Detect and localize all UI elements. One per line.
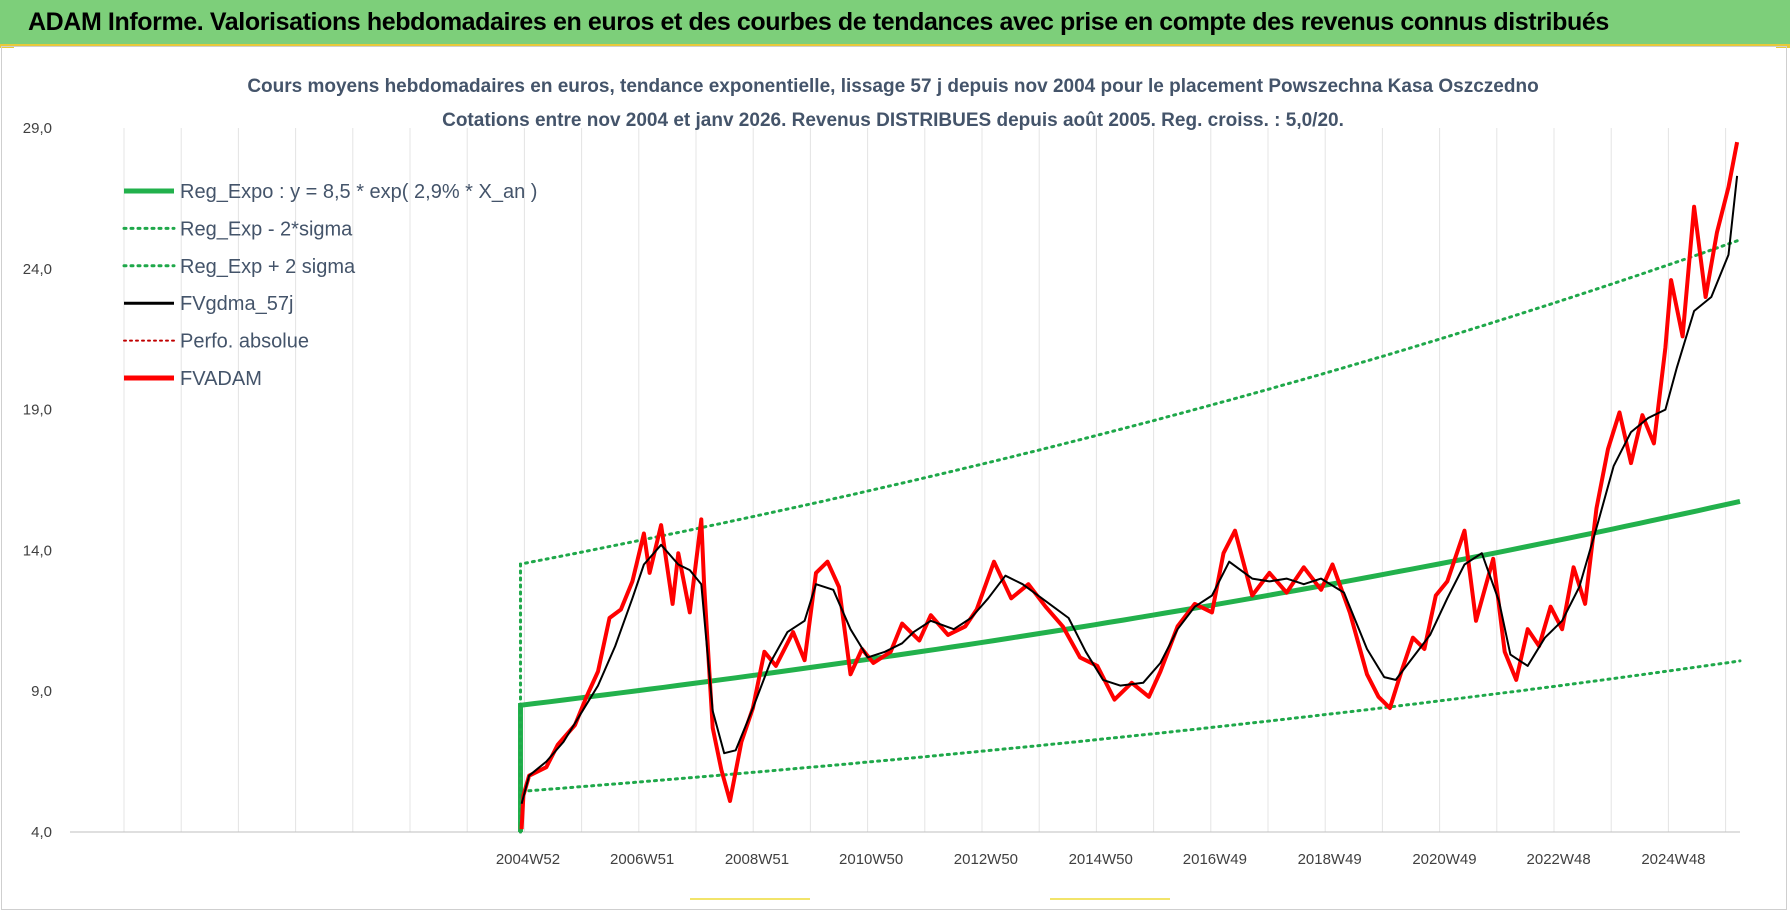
x-tick-label: 2018W49	[1298, 851, 1362, 868]
y-tick-label: 14,0	[23, 542, 52, 559]
legend-reg-expo: Reg_Expo : y = 8,5 * exp( 2,9% * X_an )	[180, 181, 537, 203]
legend-fvgdma-57j: FVgdma_57j	[180, 293, 293, 315]
plot-area	[518, 141, 1742, 834]
series-reg-minus-2sigma	[519, 659, 1742, 834]
legend-fvadam: FVADAM	[180, 368, 262, 390]
bottom-mark	[1050, 898, 1170, 900]
series-reg-plus-2sigma	[519, 238, 1742, 834]
x-tick-label: 2012W50	[954, 851, 1018, 868]
chart-title: Cours moyens hebdomadaires en euros, ten…	[247, 76, 1538, 97]
y-tick-label: 4,0	[31, 824, 52, 841]
x-tick-label: 2014W50	[1069, 851, 1133, 868]
chart-subtitle: Cotations entre nov 2004 et janv 2026. R…	[442, 110, 1344, 131]
y-tick-label: 9,0	[31, 683, 52, 700]
x-tick-label: 2016W49	[1183, 851, 1247, 868]
series-fvadam	[519, 141, 1740, 830]
x-tick-label: 2024W48	[1641, 851, 1705, 868]
legend-reg-plus-2sigma: Reg_Exp + 2 sigma	[180, 256, 356, 278]
chart-frame	[1, 46, 1787, 910]
x-tick-label: 2004W52	[496, 851, 560, 868]
banner-title: ADAM Informe. Valorisations hebdomadaire…	[28, 8, 1609, 36]
y-tick-label: 29,0	[23, 120, 52, 137]
grid	[123, 128, 1727, 832]
legend-perfo-absolue: Perfo. absolue	[180, 331, 309, 353]
y-tick-label: 19,0	[23, 402, 52, 419]
x-tick-label: 2008W51	[725, 851, 789, 868]
x-tick-label: 2022W48	[1527, 851, 1591, 868]
y-axis: 29,0 24,0 19,0 14,0 9,0 4,0	[23, 120, 52, 841]
y-tick-label: 24,0	[23, 261, 52, 278]
x-tick-label: 2020W49	[1412, 851, 1476, 868]
x-tick-label: 2006W51	[610, 851, 674, 868]
series-fvgdma-57j	[520, 175, 1739, 805]
legend: Reg_Expo : y = 8,5 * exp( 2,9% * X_an ) R…	[122, 181, 537, 390]
legend-reg-minus-2sigma: Reg_Exp - 2*sigma	[180, 218, 353, 240]
bottom-mark	[690, 898, 810, 900]
x-axis: 2004W52 2006W51 2008W51 2010W50 2012W50 2014W…	[496, 851, 1706, 868]
banner: ADAM Informe. Valorisations hebdomadaire…	[0, 0, 1790, 46]
x-tick-label: 2010W50	[839, 851, 903, 868]
